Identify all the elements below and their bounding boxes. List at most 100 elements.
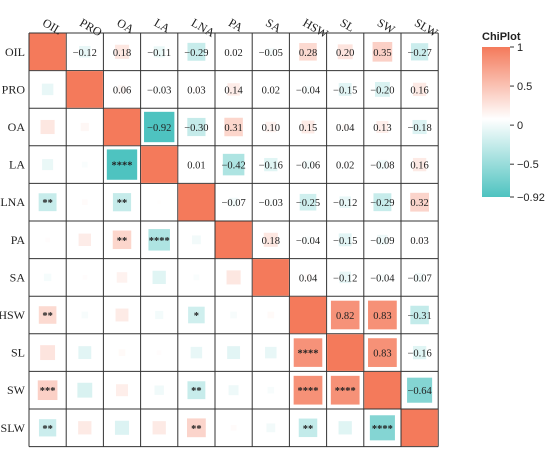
cell-value-label: 0.02 bbox=[262, 85, 280, 96]
heatmap-cell: **** bbox=[105, 147, 139, 182]
cell-value-label: 0.82 bbox=[336, 311, 354, 322]
cell-square bbox=[38, 419, 57, 437]
heatmap-cell bbox=[81, 311, 89, 319]
heatmap-cell: −0.04 bbox=[296, 85, 321, 96]
cell-square bbox=[222, 153, 245, 176]
cell-square bbox=[226, 270, 241, 285]
heatmap-cell bbox=[154, 385, 164, 395]
cell-square bbox=[187, 381, 206, 400]
heatmap-cell: 0.04 bbox=[299, 273, 318, 284]
cell-significance-stars: **** bbox=[149, 236, 170, 247]
heatmap-cell: 0.18 bbox=[113, 44, 131, 59]
heatmap-cell: −0.08 bbox=[370, 159, 395, 172]
heatmap-cell bbox=[155, 310, 164, 320]
cell-square bbox=[304, 86, 312, 93]
cell-square bbox=[80, 122, 89, 132]
cell-diagonal-square bbox=[141, 146, 178, 183]
cell-value-label: −0.07 bbox=[407, 273, 431, 284]
cell-value-label: 0.01 bbox=[187, 161, 205, 172]
heatmap-cell: 0.32 bbox=[410, 192, 429, 212]
heatmap-cell bbox=[192, 235, 201, 245]
x-tick-label: SLW bbox=[412, 15, 441, 40]
heatmap-cell: −0.07 bbox=[407, 273, 432, 284]
cell-square bbox=[267, 48, 275, 56]
cell-square bbox=[267, 199, 274, 206]
cell-square bbox=[374, 81, 390, 97]
heatmap-cell bbox=[116, 384, 128, 397]
cell-significance-stars: ** bbox=[42, 311, 53, 322]
cell-value-label: −0.08 bbox=[370, 161, 394, 172]
cell-value-label: −0.11 bbox=[147, 48, 171, 59]
cell-square bbox=[156, 350, 162, 355]
cell-diagonal-square bbox=[29, 33, 66, 71]
cell-value-label: 0.03 bbox=[187, 85, 205, 96]
heatmap-cell: 0.03 bbox=[410, 236, 428, 247]
cell-square bbox=[187, 42, 206, 61]
heatmap-cell: −0.04 bbox=[296, 236, 321, 247]
legend-ticks: 1 0.5 0 −0.5 −0.92 bbox=[510, 42, 545, 204]
cell-value-label: 0.16 bbox=[410, 85, 428, 96]
cell-square bbox=[299, 193, 317, 211]
cell-significance-stars: **** bbox=[298, 349, 319, 360]
heatmap-cell: 0.82 bbox=[329, 299, 361, 331]
heatmap-cell bbox=[40, 345, 56, 361]
heatmap-cell bbox=[364, 371, 401, 409]
cell-value-label: 0.03 bbox=[410, 236, 428, 247]
cell-square bbox=[338, 82, 352, 96]
heatmap-cell: ** bbox=[187, 381, 206, 400]
heatmap-cell: −0.27 bbox=[407, 43, 432, 61]
heatmap-cell: −0.03 bbox=[147, 85, 171, 96]
heatmap-cell: −0.29 bbox=[184, 42, 209, 61]
cell-diagonal-square bbox=[66, 71, 103, 108]
heatmap-cell bbox=[289, 296, 327, 334]
heatmap-cell: 0.16 bbox=[410, 82, 429, 96]
heatmap-cell bbox=[190, 346, 203, 359]
cell-square bbox=[114, 44, 130, 59]
cell-value-label: −0.64 bbox=[407, 386, 432, 397]
cell-square bbox=[224, 117, 243, 137]
cell-square bbox=[115, 308, 129, 322]
cell-value-label: −0.15 bbox=[333, 85, 357, 96]
heatmap-cell bbox=[267, 311, 275, 319]
heatmap-cells: −0.12 0.18 −0.11 −0.29 0.02 −0.05 0.28 0.20 0.35… bbox=[29, 33, 438, 447]
heatmap-cell bbox=[43, 273, 52, 282]
cell-square bbox=[82, 275, 88, 280]
cell-square bbox=[148, 229, 170, 251]
cell-value-label: 0.04 bbox=[336, 123, 355, 134]
heatmap-cell bbox=[78, 346, 92, 360]
cell-square bbox=[77, 382, 93, 398]
heatmap-cell: −0.12 bbox=[333, 196, 357, 209]
y-tick-label: PA bbox=[11, 233, 26, 247]
cell-diagonal-square bbox=[215, 221, 252, 259]
cell-square bbox=[303, 160, 313, 169]
cell-significance-stars: * bbox=[194, 311, 199, 322]
cell-significance-stars: **** bbox=[298, 386, 319, 397]
heatmap-cell: −0.18 bbox=[407, 119, 432, 135]
cell-square bbox=[152, 270, 166, 285]
cell-square bbox=[153, 46, 165, 58]
heatmap-cell: −0.06 bbox=[296, 160, 320, 172]
cell-value-label: −0.92 bbox=[147, 123, 171, 134]
cell-square bbox=[112, 230, 132, 250]
cell-square bbox=[38, 306, 57, 324]
cell-square bbox=[265, 346, 277, 359]
heatmap-cell bbox=[81, 199, 88, 206]
cell-value-label: −0.06 bbox=[296, 161, 320, 172]
cell-square bbox=[78, 421, 92, 435]
cell-square bbox=[152, 421, 166, 435]
heatmap-cell bbox=[77, 382, 93, 398]
cell-square bbox=[337, 44, 353, 60]
cell-value-label: −0.12 bbox=[73, 48, 97, 59]
cell-square bbox=[265, 121, 277, 133]
legend-tick-label: 0 bbox=[517, 120, 523, 132]
heatmap-cell: 0.83 bbox=[366, 336, 399, 369]
heatmap-cell bbox=[115, 308, 129, 322]
cell-square bbox=[194, 162, 199, 167]
y-tick-label: LNA bbox=[0, 195, 25, 209]
cell-square bbox=[231, 49, 236, 55]
heatmap-cell: −0.25 bbox=[296, 193, 320, 211]
cell-square bbox=[373, 193, 392, 212]
heatmap-cell bbox=[157, 200, 161, 204]
cell-square bbox=[379, 274, 386, 281]
cell-value-label: −0.31 bbox=[407, 311, 431, 322]
